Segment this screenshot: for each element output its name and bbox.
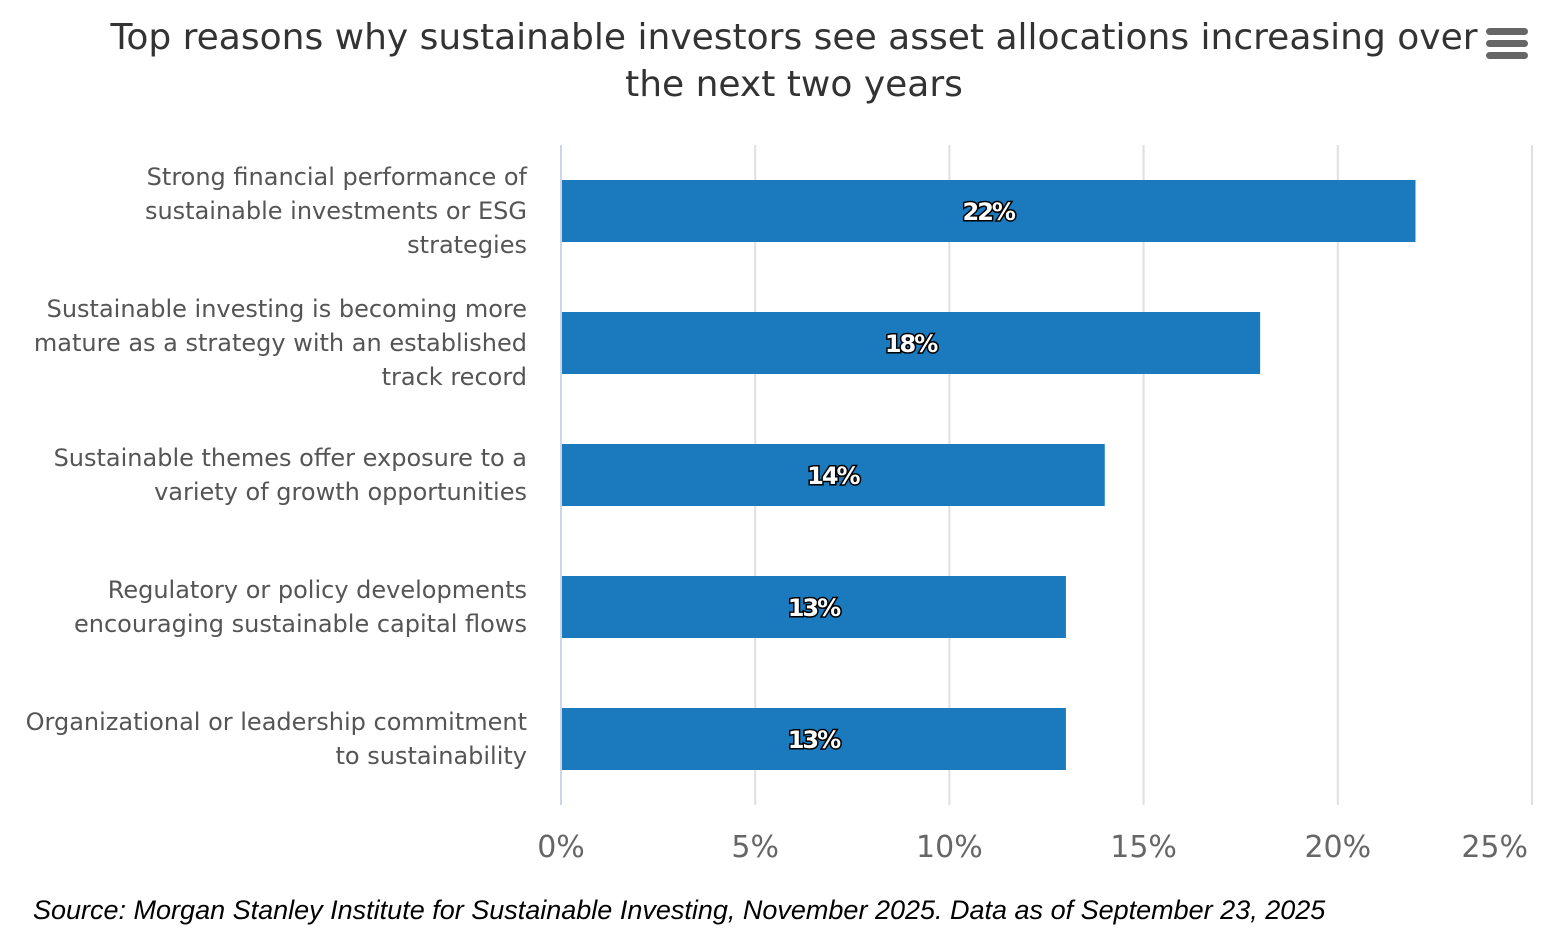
- x-tick-label: 5%: [731, 830, 779, 865]
- category-label: Strong financial performance of: [147, 163, 528, 191]
- category-label: encouraging sustainable capital flows: [74, 610, 527, 638]
- category-label: Organizational or leadership commitment: [26, 708, 527, 736]
- bar-chart: 0% 5% 10% 15% 20% 25% 22% Strong financial perf…: [26, 145, 1533, 865]
- x-tick-label: 0%: [537, 830, 585, 865]
- x-tick-label: 25%: [1461, 830, 1528, 865]
- x-tick-label: 20%: [1304, 830, 1371, 865]
- category-label: Regulatory or policy developments: [108, 576, 527, 604]
- data-label: 18%: [885, 330, 938, 358]
- category-label: strategies: [407, 231, 527, 259]
- category-label: Sustainable themes offer exposure to a: [54, 444, 527, 472]
- bar: [562, 708, 1066, 770]
- bar: [562, 576, 1066, 638]
- data-label: 13%: [788, 726, 841, 754]
- category-label: mature as a strategy with an established: [34, 329, 527, 357]
- bar: [562, 180, 1416, 242]
- bar: [562, 312, 1261, 374]
- category-label: Sustainable investing is becoming more: [47, 295, 527, 323]
- category-label: sustainable investments or ESG: [145, 197, 527, 225]
- x-tick-label: 10%: [916, 830, 983, 865]
- data-label: 13%: [788, 594, 841, 622]
- data-label: 22%: [963, 198, 1016, 226]
- data-label: 14%: [807, 462, 860, 490]
- hamburger-menu-icon[interactable]: [1486, 28, 1528, 62]
- category-label: to sustainability: [336, 742, 528, 770]
- category-label: track record: [382, 363, 527, 391]
- x-tick-label: 15%: [1110, 830, 1177, 865]
- category-label: variety of growth opportunities: [154, 478, 527, 506]
- bar: [562, 444, 1105, 506]
- chart-title: Top reasons why sustainable investors se…: [110, 17, 1478, 105]
- source-note: Source: Morgan Stanley Institute for Sus…: [33, 895, 1326, 925]
